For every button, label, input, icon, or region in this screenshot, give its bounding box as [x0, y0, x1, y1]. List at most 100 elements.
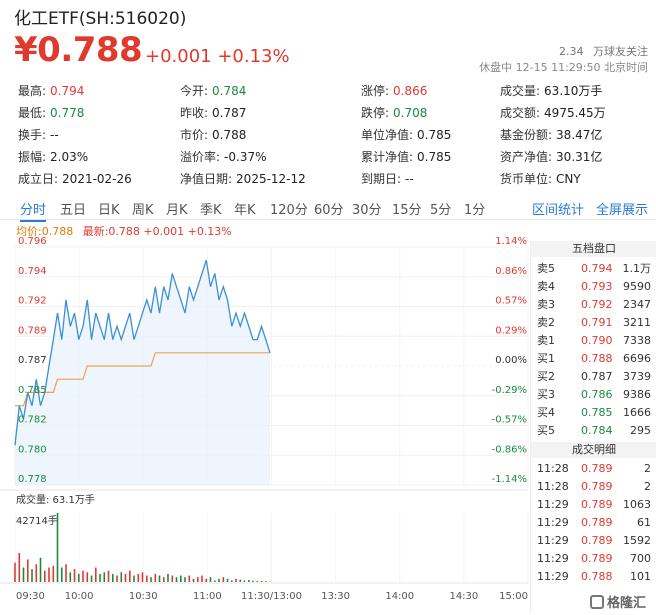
volume-max-label: 42714手 — [16, 514, 58, 527]
ask-price: 0.790 — [581, 334, 613, 347]
ask-price: 0.792 — [581, 298, 613, 311]
trade-time: 11:29 — [537, 498, 569, 511]
trade-price: 0.789 — [581, 552, 613, 565]
bid-price: 0.788 — [581, 352, 613, 365]
stat-label: 振幅: — [18, 150, 47, 164]
tab-2[interactable]: 日K — [98, 203, 120, 218]
stat-item: 累计净值: 0.785 — [361, 148, 451, 165]
stat-label: 最高: — [18, 84, 47, 98]
time-tick-label: 10:30 — [129, 591, 158, 602]
trade-volume: 61 — [637, 516, 651, 529]
price-line — [14, 259, 271, 446]
stat-item: 成交量: 63.10万手 — [500, 82, 602, 99]
stat-value: 2021-02-26 — [62, 172, 132, 186]
price-tick-label: 0.794 — [18, 266, 47, 277]
tab-11[interactable]: 5分 — [430, 203, 452, 218]
tab-4[interactable]: 月K — [166, 203, 188, 218]
page-title: 化工ETF(SH:516020) — [14, 9, 187, 29]
bid-volume: 3739 — [623, 370, 651, 383]
chart-svg[interactable]: 0.796 0.794 0.792 0.789 0.787 0.785 0.782 0.780… — [0, 236, 532, 612]
stat-value: CNY — [556, 172, 581, 186]
ask-price: 0.791 — [581, 316, 613, 329]
intraday-chart[interactable]: 0.796 0.794 0.792 0.789 0.787 0.785 0.782 0.780… — [0, 236, 532, 612]
stat-label: 最低: — [18, 106, 47, 120]
trade-price: 0.788 — [581, 570, 613, 583]
trade-row: 11:28 0.789 2 — [531, 460, 656, 478]
stat-item: 振幅: 2.03% — [18, 148, 88, 165]
trade-time: 11:29 — [537, 570, 569, 583]
tab-6[interactable]: 年K — [234, 203, 256, 218]
stat-item: 资产净值: 30.31亿 — [500, 148, 602, 165]
fullscreen-button[interactable]: 全屏展示 — [596, 203, 649, 218]
trade-volume: 700 — [630, 552, 651, 565]
bid-row: 买4 0.785 1666 — [531, 404, 656, 422]
stat-item: 换手: -- — [18, 126, 59, 143]
price-tick-label: 0.787 — [18, 355, 47, 366]
tab-10[interactable]: 15分 — [392, 203, 422, 218]
tab-7[interactable]: 120分 — [270, 203, 308, 218]
trade-volume: 1592 — [623, 534, 651, 547]
ask-volume: 9590 — [623, 280, 651, 293]
tab-9[interactable]: 30分 — [352, 203, 382, 218]
trade-row: 11:29 0.789 1592 — [531, 532, 656, 550]
stat-item: 货币单位: CNY — [500, 170, 581, 187]
bid-volume: 6696 — [623, 352, 651, 365]
stat-item: 净值日期: 2025-12-12 — [180, 170, 306, 187]
stat-item: 溢价率: -0.37% — [180, 148, 267, 165]
trade-price: 0.789 — [581, 534, 613, 547]
trade-time: 11:28 — [537, 462, 569, 475]
tab-8[interactable]: 60分 — [314, 203, 344, 218]
tab-5[interactable]: 季K — [200, 203, 222, 218]
order-book-panel: 五档盘口 卖5 0.794 1.1万 卖4 0.793 9590 卖3 0.792 2347 卖2 0… — [530, 241, 656, 613]
price-change: +0.001 +0.13% — [145, 46, 290, 67]
tab-0[interactable]: 分时 — [20, 199, 47, 222]
stat-value: 0.866 — [393, 84, 428, 98]
ask-row: 卖1 0.790 7338 — [531, 332, 656, 350]
ask-price: 0.793 — [581, 280, 613, 293]
price-tick-label: 0.782 — [18, 415, 47, 426]
pct-tick-label: 0.57% — [495, 296, 527, 307]
ask-price: 0.794 — [581, 262, 613, 275]
stat-label: 成立日: — [18, 172, 59, 186]
logo-icon — [589, 595, 604, 609]
volume-label: 成交量: 63.1万手 — [16, 493, 95, 506]
stat-label: 溢价率: — [180, 150, 221, 164]
follow-link[interactable]: 万球友关注 — [593, 45, 648, 58]
price-tick-label: 0.785 — [18, 385, 47, 396]
bid-price: 0.784 — [581, 424, 613, 437]
ask-label: 卖1 — [537, 334, 555, 347]
range-stats-button[interactable]: 区间统计 — [532, 203, 585, 218]
bid-label: 买5 — [537, 424, 555, 437]
tab-1[interactable]: 五日 — [60, 203, 87, 218]
price-tick-label: 0.792 — [18, 296, 47, 307]
ask-label: 卖4 — [537, 280, 555, 293]
price-tick-label: 0.778 — [18, 474, 47, 485]
avg-price-line — [15, 352, 270, 407]
followers-info: 2.34 万球友关注 — [559, 43, 648, 59]
time-tick-label: 14:00 — [385, 591, 414, 602]
stat-item: 昨收: 0.787 — [180, 104, 246, 121]
trade-time: 11:29 — [537, 516, 569, 529]
stat-value: 0.778 — [50, 106, 85, 120]
trade-row: 11:29 0.789 1063 — [531, 496, 656, 514]
stat-value: 0.787 — [212, 106, 247, 120]
stat-label: 换手: — [18, 128, 47, 142]
tab-3[interactable]: 周K — [132, 203, 154, 218]
stat-label: 市价: — [180, 128, 209, 142]
stat-value: 0.788 — [212, 128, 247, 142]
ask-row: 卖2 0.791 3211 — [531, 314, 656, 332]
price-tick-label: 0.780 — [18, 444, 47, 455]
stat-label: 货币单位: — [500, 172, 553, 186]
avg-price-legend: 均价:0.788 — [16, 225, 74, 238]
ask-volume: 7338 — [623, 334, 651, 347]
pct-tick-label: -0.86% — [492, 444, 527, 455]
tab-12[interactable]: 1分 — [464, 203, 486, 218]
bid-volume: 1666 — [623, 406, 651, 419]
stat-label: 资产净值: — [500, 150, 553, 164]
stat-item: 成交额: 4975.45万 — [500, 104, 606, 121]
pct-tick-label: -0.29% — [492, 385, 527, 396]
bid-price: 0.787 — [581, 370, 613, 383]
bid-row: 买2 0.787 3739 — [531, 368, 656, 386]
followers-count: 2.34 — [559, 45, 584, 58]
pct-tick-label: 0.29% — [495, 325, 527, 336]
